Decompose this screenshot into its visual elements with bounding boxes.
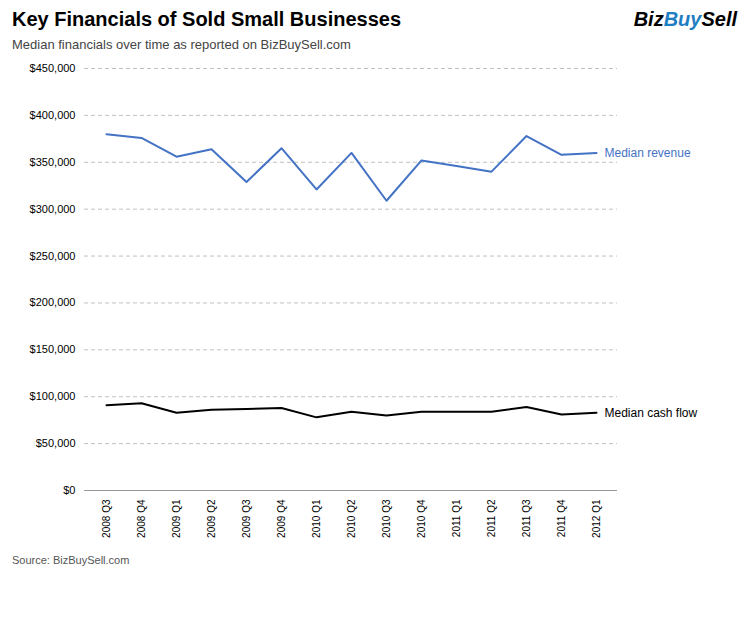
svg-text:$400,000: $400,000 <box>30 109 76 121</box>
html-text:Source: BizBuySell.com: Source: BizBuySell.com <box>12 554 130 566</box>
svg-text:$300,000: $300,000 <box>30 203 76 215</box>
svg-text:Median cash flow: Median cash flow <box>605 406 698 420</box>
svg-text:$450,000: $450,000 <box>30 62 76 74</box>
svg-text:2009 Q1: 2009 Q1 <box>171 499 182 538</box>
svg-text:2009 Q2: 2009 Q2 <box>206 499 217 538</box>
svg-text:$250,000: $250,000 <box>30 250 76 262</box>
svg-text:$150,000: $150,000 <box>30 343 76 355</box>
svg-text:2010 Q4: 2010 Q4 <box>416 499 427 538</box>
svg-text:$100,000: $100,000 <box>30 390 76 402</box>
svg-text:2011 Q1: 2011 Q1 <box>451 499 462 537</box>
svg-text:$200,000: $200,000 <box>30 296 76 308</box>
svg-text:2008 Q3: 2008 Q3 <box>101 499 112 538</box>
svg-text:Median revenue: Median revenue <box>605 146 691 160</box>
svg-text:$0: $0 <box>63 484 75 496</box>
svg-text:2010 Q1: 2010 Q1 <box>311 499 322 538</box>
svg-text:$50,000: $50,000 <box>36 437 76 449</box>
html-text:Key Financials of Sold Small B: Key Financials of Sold Small Businesses <box>12 8 401 30</box>
svg-text:$350,000: $350,000 <box>30 156 76 168</box>
svg-text:2010 Q3: 2010 Q3 <box>381 499 392 538</box>
svg-text:2012 Q1: 2012 Q1 <box>591 499 602 538</box>
svg-text:2011 Q2: 2011 Q2 <box>486 499 497 537</box>
svg-text:2009 Q4: 2009 Q4 <box>276 499 287 538</box>
svg-text:2011 Q3: 2011 Q3 <box>521 499 532 537</box>
html-text:Median financials over time as: Median financials over time as reported … <box>12 37 351 52</box>
html-text:Biz Buy Sell: Biz Buy Sell <box>633 8 737 30</box>
svg-text:2010 Q2: 2010 Q2 <box>346 499 357 538</box>
svg-text:2011 Q4: 2011 Q4 <box>556 499 567 537</box>
svg-text:2008 Q4: 2008 Q4 <box>136 499 147 538</box>
svg-text:2009 Q3: 2009 Q3 <box>241 499 252 538</box>
